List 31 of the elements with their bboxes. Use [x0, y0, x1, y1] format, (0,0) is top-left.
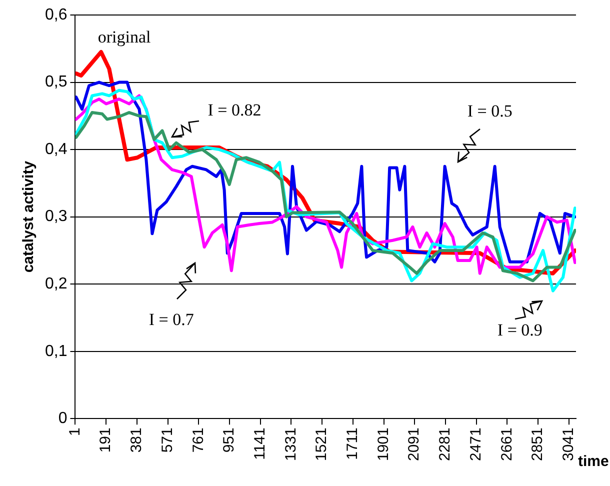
y-tick-label: 0 [58, 410, 68, 428]
x-tick-label: 2851 [529, 428, 546, 462]
x-tick-label: 951 [220, 428, 238, 453]
x-tick-label: 2661 [498, 428, 516, 462]
y-tick-label: 0,4 [44, 140, 68, 158]
x-tick-label: 1901 [374, 428, 392, 462]
y-tick-label: 0,6 [44, 6, 68, 24]
x-axis-title: time [578, 453, 609, 470]
x-tick-label: 1521 [313, 428, 330, 462]
y-tick-label: 0,1 [44, 342, 68, 360]
text: I = 0.7 [148, 310, 194, 330]
y-axis-title: catalyst activity [20, 160, 38, 273]
y-tick-label: 0,3 [44, 208, 68, 226]
y-tick-label: 0,5 [44, 74, 68, 91]
x-tick-label: 1141 [251, 428, 268, 460]
x-tick-label: 191 [97, 428, 114, 453]
text: I = 0.5 [467, 101, 512, 120]
x-tick-label: 3041 [560, 428, 577, 462]
x-tick-label: 571 [158, 428, 176, 453]
x-tick-label: 1711 [344, 428, 362, 460]
series-label: original [98, 28, 152, 47]
x-tick-label: 2091 [406, 428, 423, 462]
x-tick-label: 2471 [467, 428, 484, 462]
x-tick-label: 1331 [282, 428, 300, 462]
x-tick-label: 381 [128, 428, 146, 453]
series-label: I = 0.82 [208, 100, 262, 120]
series-label: I = 0.9 [497, 320, 542, 340]
y-tick-label: 0,2 [44, 275, 68, 292]
x-tick-label: 1 [66, 428, 84, 436]
x-tick-label: 761 [190, 428, 207, 453]
x-tick-label: 2281 [436, 428, 454, 462]
